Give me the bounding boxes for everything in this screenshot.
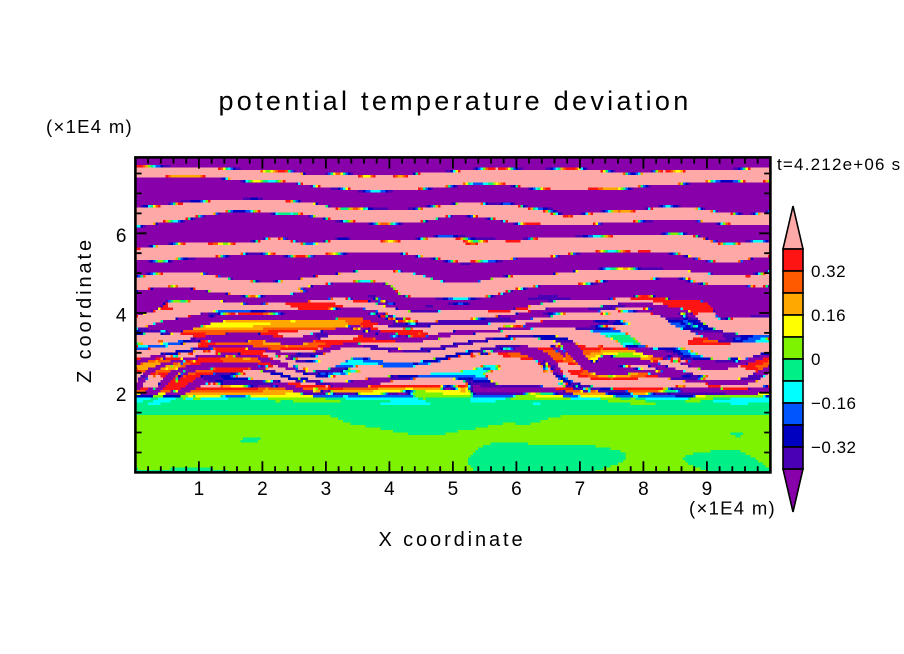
svg-text:(×1E4 m): (×1E4 m) <box>689 498 776 519</box>
svg-text:potential temperature deviatio: potential temperature deviation <box>218 86 691 116</box>
svg-text:X coordinate: X coordinate <box>378 529 525 551</box>
svg-text:6: 6 <box>511 479 522 500</box>
svg-text:0.32: 0.32 <box>811 262 846 281</box>
svg-text:9: 9 <box>702 479 713 500</box>
svg-text:5: 5 <box>448 479 459 500</box>
svg-text:3: 3 <box>321 479 332 500</box>
svg-text:7: 7 <box>575 479 586 500</box>
svg-text:2: 2 <box>116 385 127 406</box>
svg-text:1: 1 <box>194 479 205 500</box>
svg-text:2: 2 <box>257 479 268 500</box>
svg-text:0.16: 0.16 <box>811 306 846 325</box>
svg-text:8: 8 <box>638 479 649 500</box>
svg-text:6: 6 <box>116 226 127 247</box>
svg-text:(×1E4 m): (×1E4 m) <box>46 116 133 137</box>
svg-text:0: 0 <box>811 350 821 369</box>
svg-text:t=4.212e+06 s: t=4.212e+06 s <box>777 155 901 174</box>
svg-text:−0.16: −0.16 <box>811 394 857 413</box>
svg-text:−0.32: −0.32 <box>811 438 857 457</box>
svg-text:4: 4 <box>384 479 395 500</box>
svg-text:Z coordinate: Z coordinate <box>74 237 96 383</box>
svg-text:4: 4 <box>116 306 127 327</box>
